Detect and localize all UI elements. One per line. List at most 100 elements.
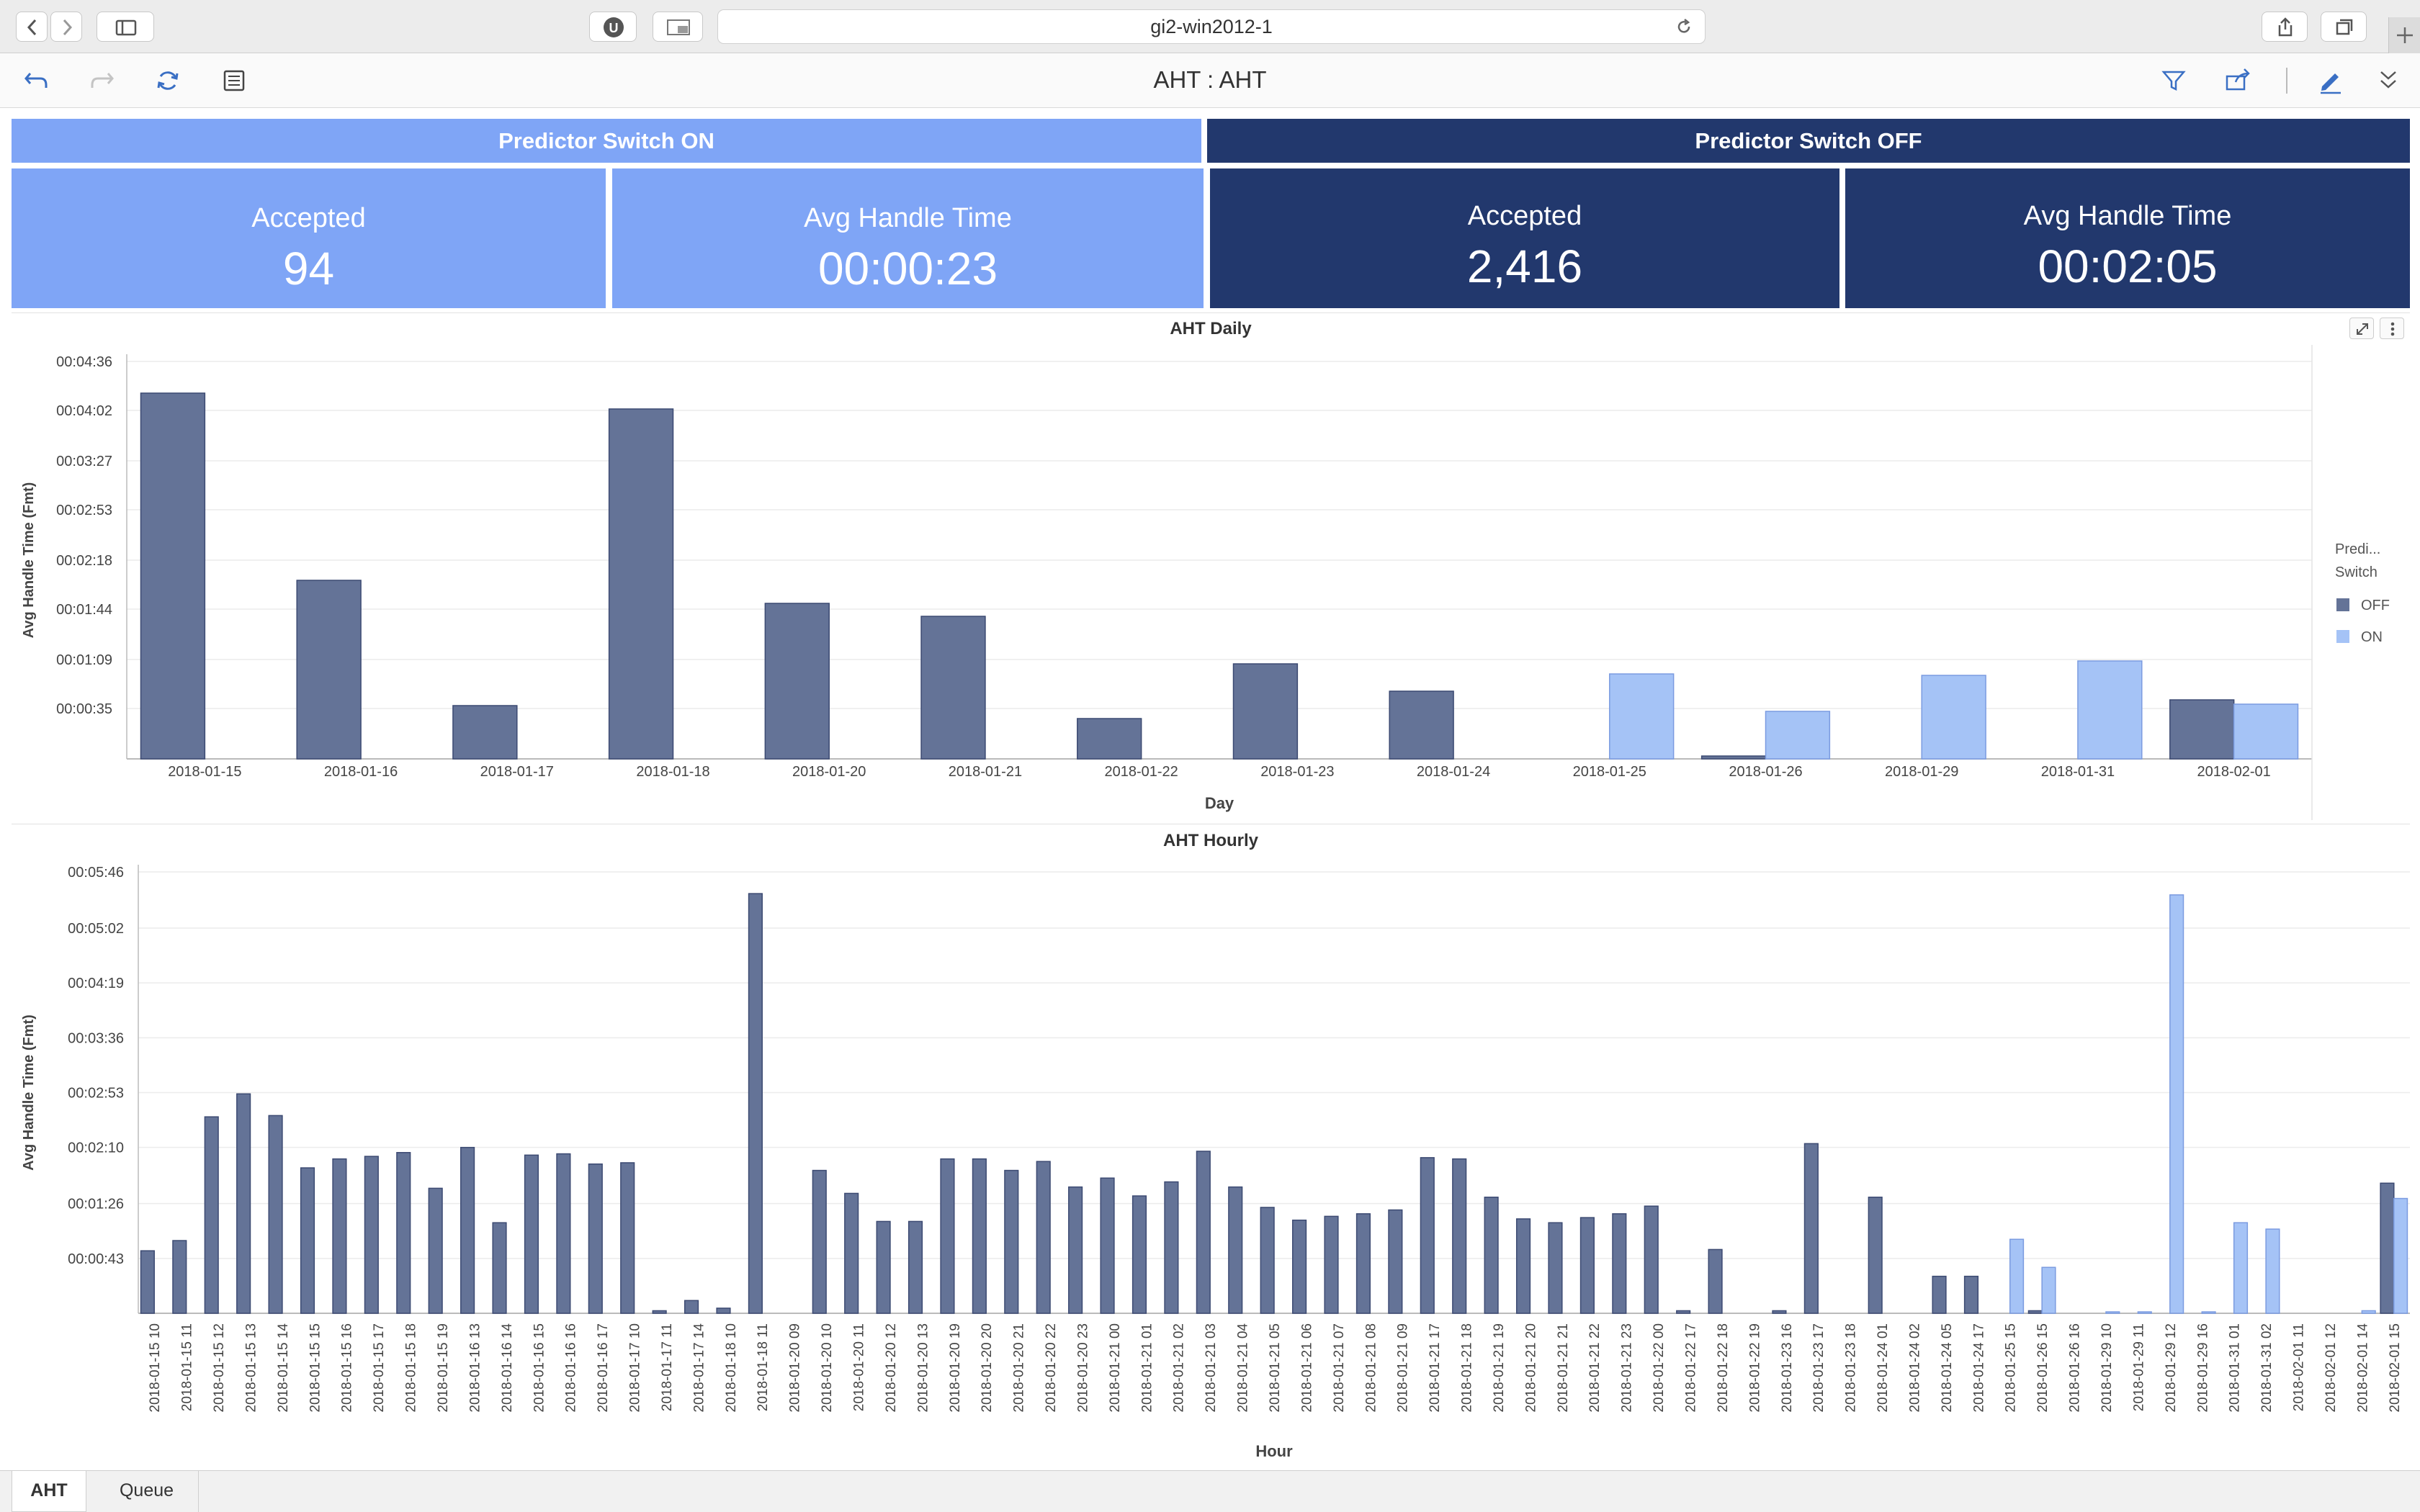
tab-aht[interactable]: AHT <box>12 1471 86 1512</box>
x-tick-label: 2018-01-26 <box>1729 764 1802 780</box>
x-tick-label: 2018-01-18 <box>636 764 709 780</box>
list-icon[interactable] <box>219 66 251 95</box>
x-tick-label: 2018-01-23 16 <box>1780 1323 1795 1413</box>
legend-swatch-on <box>2336 630 2349 643</box>
bar-off <box>1868 1197 1883 1314</box>
x-tick-label: 2018-01-23 17 <box>1811 1323 1827 1413</box>
bar-off <box>1164 1181 1179 1314</box>
x-tick-label: 2018-01-20 22 <box>1044 1323 1059 1413</box>
bar-off <box>1196 1151 1211 1314</box>
aht-daily-chart: 00:00:35 00:01:09 00:01:44 00:02:18 00:02:53… <box>21 345 2390 820</box>
predictor-switch-off-header: Predictor Switch OFF <box>1207 119 2410 163</box>
sidebar-icon <box>115 19 137 36</box>
x-tick-label: 2018-01-21 06 <box>1299 1323 1314 1413</box>
chart-title: AHT Daily <box>1170 319 1252 338</box>
bar-off <box>1324 1215 1339 1314</box>
export-icon[interactable] <box>2223 66 2254 95</box>
sidebar-button[interactable] <box>97 12 154 42</box>
x-tick-label: 2018-01-22 00 <box>1652 1323 1667 1413</box>
x-tick-label: 2018-01-21 19 <box>1492 1323 1507 1413</box>
extension-button[interactable]: U <box>589 12 637 42</box>
screen-share-button[interactable] <box>653 12 703 42</box>
x-tick-label: 2018-01-20 20 <box>980 1323 995 1413</box>
x-tick-label: 2018-01-15 16 <box>340 1323 355 1413</box>
share-button[interactable] <box>2262 12 2308 42</box>
bar-off <box>556 1153 571 1314</box>
bar-on <box>2077 660 2143 760</box>
bar-off <box>492 1222 507 1314</box>
redo-icon[interactable] <box>88 66 120 95</box>
x-tick-label: 2018-01-18 10 <box>724 1323 739 1413</box>
x-tick-label: 2018-01-22 <box>1104 764 1178 780</box>
aht-hourly-chart: 00:00:43 00:01:26 00:02:10 00:02:53 00:03:36… <box>21 865 2410 1460</box>
x-tick-label: 2018-01-22 18 <box>1716 1323 1731 1413</box>
x-tick-label: 2018-01-16 16 <box>564 1323 579 1413</box>
expand-button[interactable] <box>2349 318 2374 339</box>
x-tick-label: 2018-01-22 19 <box>1747 1323 1762 1413</box>
y-tick-label: 00:04:19 <box>68 976 124 991</box>
bar-off <box>1232 663 1299 760</box>
x-tick-label: 2018-02-01 <box>2197 764 2270 780</box>
new-tab-button[interactable] <box>2388 17 2420 53</box>
bar-off <box>1100 1177 1115 1314</box>
x-tick-label: 2018-01-16 14 <box>500 1323 515 1413</box>
x-tick-label: 2018-01-29 <box>1885 764 1958 780</box>
x-tick-label: 2018-01-20 21 <box>1012 1323 1027 1413</box>
bar-off <box>452 705 518 760</box>
x-tick-label: 2018-01-20 12 <box>884 1323 899 1413</box>
more-vertical-icon <box>2390 322 2395 336</box>
kpi-value: 2,416 <box>1466 240 1583 292</box>
address-bar[interactable]: gi2-win2012-1 <box>717 9 1706 44</box>
back-button[interactable] <box>16 12 48 42</box>
reload-icon[interactable] <box>1673 16 1695 37</box>
kpi-label: Accepted <box>1467 201 1582 231</box>
x-tick-label: 2018-01-26 15 <box>2035 1323 2051 1413</box>
y-tick-label: 00:04:36 <box>56 354 112 370</box>
legend-label-on: ON <box>2361 629 2383 645</box>
x-tick-label: 2018-01-23 <box>1260 764 1334 780</box>
x-tick-label: 2018-01-21 20 <box>1523 1323 1538 1413</box>
y-tick-label: 00:05:46 <box>68 865 124 881</box>
bar-off <box>1676 1310 1691 1314</box>
bar-on <box>2393 1197 2408 1314</box>
y-tick-label: 00:03:27 <box>56 454 112 469</box>
bar-off <box>620 1162 635 1314</box>
bar-off <box>1803 1143 1819 1314</box>
bar-off <box>1131 1195 1147 1314</box>
undo-icon[interactable] <box>22 66 53 95</box>
y-tick-label: 00:02:10 <box>68 1140 124 1156</box>
extension-icon: U <box>604 17 624 37</box>
double-chevron-down-icon[interactable] <box>2372 66 2404 95</box>
x-tick-label: 2018-01-25 <box>1573 764 1646 780</box>
bar-on <box>2009 1238 2025 1314</box>
bar-off <box>364 1156 379 1314</box>
x-tick-label: 2018-01-20 13 <box>915 1323 931 1413</box>
filter-icon[interactable] <box>2158 66 2190 95</box>
x-tick-label: 2018-01-20 19 <box>948 1323 963 1413</box>
kpi-value: 00:02:05 <box>2038 240 2218 292</box>
x-tick-label: 2018-01-31 01 <box>2228 1323 2243 1413</box>
edit-icon[interactable] <box>2315 66 2347 95</box>
refresh-icon[interactable] <box>153 66 184 95</box>
forward-button[interactable] <box>50 12 82 42</box>
predictor-switch-on-label: Predictor Switch ON <box>498 128 714 153</box>
tab-queue[interactable]: Queue <box>95 1471 199 1512</box>
y-axis-title: Avg Handle Time (Fmt) <box>21 1014 37 1171</box>
plus-icon <box>2397 27 2413 43</box>
x-tick-label: 2018-01-26 16 <box>2068 1323 2083 1413</box>
tabs-button[interactable] <box>2321 12 2367 42</box>
y-tick-label: 00:00:35 <box>56 701 112 717</box>
bar-off <box>764 603 830 760</box>
x-tick-label: 2018-01-15 13 <box>243 1323 259 1413</box>
y-tick-label: 00:02:53 <box>56 503 112 518</box>
bar-off <box>2380 1182 2395 1314</box>
x-tick-label: 2018-01-15 10 <box>148 1323 163 1413</box>
aht-daily-panel: AHT Daily 00:00:35 00:01:09 00:01:44 00:02:… <box>12 312 2410 820</box>
url-text: gi2-win2012-1 <box>1150 16 1273 37</box>
chart-menu-button[interactable] <box>2380 318 2404 339</box>
x-tick-label: 2018-01-29 11 <box>2131 1323 2146 1411</box>
bar-off <box>876 1220 891 1314</box>
y-tick-label: 00:03:36 <box>68 1030 124 1046</box>
bar-on <box>2233 703 2299 760</box>
bar-off <box>748 893 763 1314</box>
